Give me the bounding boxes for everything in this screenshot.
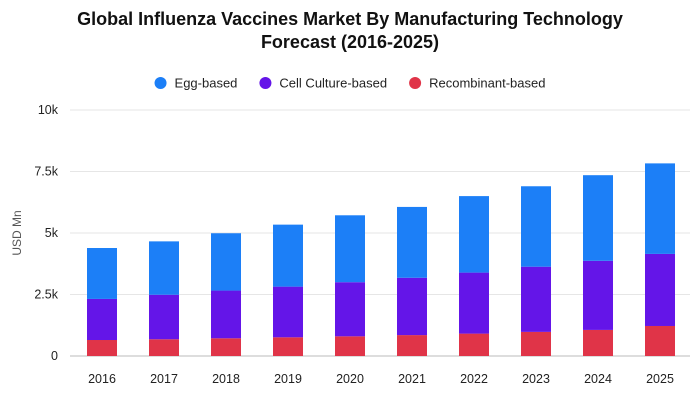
bar-egg-based-2025 <box>645 163 675 254</box>
legend-label: Egg-based <box>175 76 238 91</box>
bar-cell-culture-based-2021 <box>397 277 427 336</box>
bar-egg-based-2020 <box>335 215 365 283</box>
x-tick-label: 2022 <box>460 372 488 386</box>
bar-recombinant-based-2018 <box>211 338 241 356</box>
x-tick-label: 2021 <box>398 372 426 386</box>
y-tick-label: 7.5k <box>34 165 58 179</box>
bar-recombinant-based-2020 <box>335 336 365 356</box>
x-tick-label: 2020 <box>336 372 364 386</box>
bar-cell-culture-based-2025 <box>645 253 675 326</box>
bar-recombinant-based-2025 <box>645 325 675 356</box>
x-tick-label: 2018 <box>212 372 240 386</box>
bars <box>87 163 675 356</box>
bar-egg-based-2021 <box>397 206 427 278</box>
y-axis-title: USD Mn <box>10 210 24 255</box>
bar-egg-based-2019 <box>273 224 303 287</box>
y-axis: 0 2.5k 5k 7.5k 10k <box>34 103 58 363</box>
y-tick-label: 0 <box>51 349 58 363</box>
y-tick-label: 5k <box>45 226 59 240</box>
bar-cell-culture-based-2020 <box>335 282 365 337</box>
bar-egg-based-2018 <box>211 233 241 291</box>
bar-recombinant-based-2023 <box>521 331 551 356</box>
bar-recombinant-based-2021 <box>397 335 427 356</box>
legend-marker <box>259 77 272 89</box>
x-axis: 2016 2017 2018 2019 2020 2021 2022 2023 2024 2025 <box>88 372 674 386</box>
x-tick-label: 2016 <box>88 372 116 386</box>
bar-cell-culture-based-2024 <box>583 260 613 330</box>
bar-cell-culture-based-2023 <box>521 266 551 332</box>
x-tick-label: 2017 <box>150 372 178 386</box>
bar-egg-based-2017 <box>149 241 179 295</box>
y-tick-label: 2.5k <box>34 288 58 302</box>
x-tick-label: 2025 <box>646 372 674 386</box>
legend: Egg-based Cell Culture-based Recombinant-b… <box>154 76 545 91</box>
chart-title-line-2: Forecast (2016-2025) <box>261 32 439 52</box>
legend-marker <box>409 77 422 89</box>
y-tick-label: 10k <box>38 103 59 117</box>
bar-cell-culture-based-2019 <box>273 286 303 338</box>
x-tick-label: 2019 <box>274 372 302 386</box>
bar-egg-based-2024 <box>583 175 613 261</box>
legend-label: Recombinant-based <box>429 76 545 91</box>
bar-recombinant-based-2019 <box>273 337 303 356</box>
bar-egg-based-2022 <box>459 196 489 273</box>
chart-title-line-1: Global Influenza Vaccines Market By Manu… <box>77 9 623 29</box>
bar-recombinant-based-2022 <box>459 333 489 356</box>
x-tick-label: 2023 <box>522 372 550 386</box>
bar-cell-culture-based-2016 <box>87 298 117 341</box>
bar-egg-based-2023 <box>521 186 551 267</box>
legend-marker <box>154 77 167 89</box>
bar-cell-culture-based-2022 <box>459 272 489 334</box>
x-tick-label: 2024 <box>584 372 612 386</box>
bar-egg-based-2016 <box>87 248 117 299</box>
bar-cell-culture-based-2018 <box>211 290 241 339</box>
bar-recombinant-based-2016 <box>87 340 117 356</box>
bar-cell-culture-based-2017 <box>149 294 179 340</box>
bar-recombinant-based-2024 <box>583 329 613 356</box>
legend-label: Cell Culture-based <box>279 76 387 91</box>
bar-recombinant-based-2017 <box>149 339 179 356</box>
